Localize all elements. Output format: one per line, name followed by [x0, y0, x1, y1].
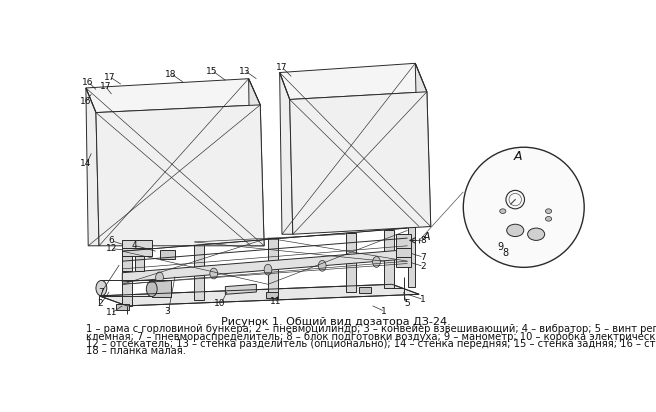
Text: 11: 11 — [270, 297, 281, 307]
Ellipse shape — [500, 209, 506, 213]
Text: 16: 16 — [80, 97, 92, 106]
Text: 14: 14 — [80, 159, 92, 168]
Polygon shape — [86, 79, 260, 112]
Text: 6: 6 — [109, 236, 114, 245]
Text: 15: 15 — [207, 66, 218, 75]
Polygon shape — [290, 92, 431, 234]
Text: 12: 12 — [106, 243, 117, 253]
Text: 17: 17 — [100, 82, 111, 91]
Text: 13: 13 — [239, 66, 251, 75]
Ellipse shape — [545, 217, 552, 221]
Polygon shape — [99, 284, 419, 306]
Text: 4: 4 — [132, 241, 138, 250]
Text: 5: 5 — [405, 299, 411, 308]
Polygon shape — [527, 176, 544, 234]
Polygon shape — [226, 284, 256, 294]
Text: Рисунок 1. Общий вид дозатора ДЗ-24.: Рисунок 1. Общий вид дозатора ДЗ-24. — [221, 317, 451, 328]
Polygon shape — [510, 236, 521, 244]
Text: 17: 17 — [276, 63, 288, 73]
Text: 2: 2 — [420, 262, 426, 271]
Polygon shape — [396, 234, 411, 248]
Text: 18: 18 — [165, 70, 177, 79]
Text: 18 – планка малая.: 18 – планка малая. — [86, 346, 186, 356]
Polygon shape — [279, 73, 293, 234]
Text: клемная; 7 – пневмораспределитель; 8 – блок подготовки воздуха; 9 – манометр; 10: клемная; 7 – пневмораспределитель; 8 – б… — [86, 332, 656, 342]
Polygon shape — [152, 281, 171, 297]
Polygon shape — [194, 240, 205, 300]
Text: 7: 7 — [98, 288, 104, 297]
Text: 12 – отсекатель; 13 – стенка разделитель (опционально); 14 – стенка передняя; 15: 12 – отсекатель; 13 – стенка разделитель… — [86, 339, 656, 349]
Ellipse shape — [545, 209, 552, 213]
Polygon shape — [346, 233, 356, 292]
Text: 7: 7 — [420, 253, 426, 262]
Polygon shape — [249, 79, 264, 246]
Text: А: А — [423, 232, 430, 241]
Circle shape — [463, 147, 584, 267]
Polygon shape — [531, 240, 542, 248]
Text: 3: 3 — [165, 307, 170, 316]
Polygon shape — [510, 155, 521, 165]
Text: 11: 11 — [106, 308, 117, 317]
Text: 10: 10 — [215, 299, 226, 308]
Ellipse shape — [506, 224, 523, 236]
Polygon shape — [134, 256, 144, 271]
Text: 9: 9 — [497, 242, 504, 252]
Text: 8: 8 — [420, 236, 426, 245]
Ellipse shape — [155, 272, 163, 283]
Polygon shape — [122, 248, 152, 256]
Polygon shape — [279, 63, 427, 99]
Polygon shape — [359, 287, 371, 293]
Ellipse shape — [264, 264, 272, 275]
Circle shape — [506, 190, 525, 209]
Text: 16: 16 — [83, 78, 94, 87]
Ellipse shape — [527, 228, 544, 240]
Polygon shape — [159, 250, 175, 259]
Ellipse shape — [96, 281, 107, 296]
Polygon shape — [122, 240, 152, 248]
Polygon shape — [96, 105, 264, 246]
Ellipse shape — [146, 281, 157, 297]
Ellipse shape — [318, 260, 326, 271]
Text: 2: 2 — [98, 299, 104, 308]
Polygon shape — [116, 304, 129, 310]
Ellipse shape — [210, 268, 218, 279]
Polygon shape — [268, 238, 278, 296]
Text: А: А — [513, 150, 522, 163]
Polygon shape — [384, 230, 394, 288]
Polygon shape — [122, 250, 407, 282]
Polygon shape — [266, 292, 278, 298]
Text: 1: 1 — [381, 307, 387, 316]
Polygon shape — [415, 63, 431, 227]
Polygon shape — [407, 227, 415, 287]
Polygon shape — [122, 256, 133, 271]
Text: 8: 8 — [502, 248, 508, 258]
Polygon shape — [396, 258, 411, 267]
Polygon shape — [122, 250, 133, 306]
Text: 17: 17 — [104, 73, 115, 82]
Polygon shape — [396, 248, 411, 258]
Text: 1 – рама с горловиной бункера; 2 – пневмоцилиндр; 3 – конвейер взвешивающий; 4 –: 1 – рама с горловиной бункера; 2 – пневм… — [86, 324, 656, 334]
Ellipse shape — [373, 257, 380, 267]
Ellipse shape — [148, 281, 155, 296]
Text: 1: 1 — [420, 295, 426, 304]
Polygon shape — [506, 165, 523, 230]
Polygon shape — [86, 88, 99, 246]
